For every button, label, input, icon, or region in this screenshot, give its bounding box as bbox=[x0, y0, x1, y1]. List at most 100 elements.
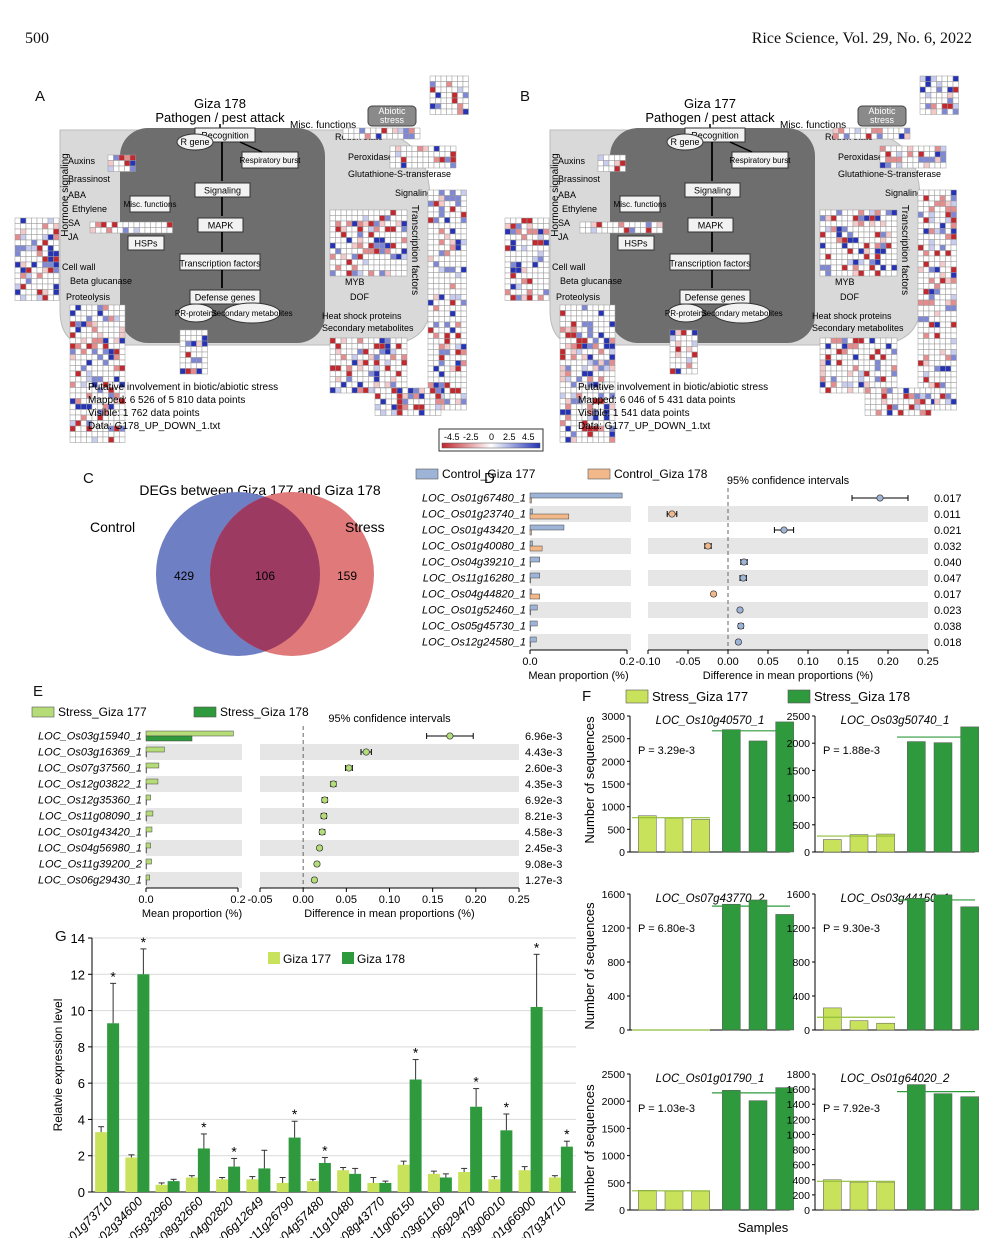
heatmap-cell bbox=[455, 255, 462, 262]
heatmap-cell bbox=[601, 227, 608, 234]
bar bbox=[722, 903, 741, 1031]
heatmap-cell bbox=[592, 332, 599, 339]
heatmap-cell bbox=[357, 237, 364, 244]
heatmap-cell bbox=[939, 261, 946, 268]
heatmap-cell bbox=[455, 195, 462, 202]
heatmap-cell bbox=[444, 321, 451, 328]
heatmap-cell bbox=[504, 294, 511, 301]
heatmap-cell bbox=[438, 310, 445, 317]
heatmap-cell bbox=[75, 359, 82, 366]
heatmap-cell bbox=[896, 162, 903, 169]
heatmap-cell bbox=[69, 359, 76, 366]
heatmap-cell bbox=[385, 404, 392, 411]
heatmap-cell bbox=[597, 154, 604, 161]
heatmap-cell bbox=[340, 337, 347, 344]
heatmap-cell bbox=[819, 343, 826, 350]
heatmap-cell bbox=[587, 321, 594, 328]
heatmap-cell bbox=[375, 127, 382, 134]
heatmap-cell bbox=[886, 398, 893, 405]
heatmap-cell bbox=[825, 337, 832, 344]
heatmap-cell bbox=[869, 264, 876, 271]
heatmap-cell bbox=[201, 362, 208, 369]
heatmap-cell bbox=[429, 81, 436, 88]
bar-Stress_Giza-177 bbox=[145, 842, 151, 849]
heatmap-cell bbox=[91, 332, 98, 339]
heatmap-cell bbox=[329, 387, 336, 394]
heatmap-hormone bbox=[504, 217, 550, 301]
heatmap-cell bbox=[825, 365, 832, 372]
heatmap-cell bbox=[25, 223, 32, 230]
heatmap-cell bbox=[113, 160, 120, 167]
heatmap-cell bbox=[108, 365, 115, 372]
heatmap-cell bbox=[504, 267, 511, 274]
legend-label-1: Stress_Giza 178 bbox=[814, 689, 910, 704]
heatmap-cell bbox=[384, 365, 391, 372]
info-line-0: Putative involvement in biotic/abiotic s… bbox=[578, 382, 768, 393]
heatmap-cell bbox=[936, 75, 943, 82]
right-label-9: DOF bbox=[350, 292, 370, 302]
heatmap-cell bbox=[179, 340, 186, 347]
y-tick-label: 0 bbox=[619, 847, 625, 859]
heatmap-cell bbox=[401, 237, 408, 244]
heatmap-cell bbox=[113, 154, 120, 161]
heatmap-cell bbox=[113, 165, 120, 172]
heatmap-cell bbox=[427, 316, 434, 323]
heatmap-cell bbox=[576, 326, 583, 333]
heatmap-cell bbox=[565, 359, 572, 366]
heatmap-cell bbox=[880, 270, 887, 277]
heatmap-cell bbox=[108, 359, 115, 366]
heatmap-cell bbox=[858, 387, 865, 394]
heatmap-cell bbox=[917, 189, 924, 196]
heatmap-cell bbox=[411, 162, 418, 169]
panel-letter-g: G bbox=[55, 928, 67, 945]
heatmap-cell bbox=[929, 151, 936, 158]
heatmap-cell bbox=[925, 398, 932, 405]
heatmap-cell bbox=[433, 151, 440, 158]
heatmap-cell bbox=[917, 365, 924, 372]
left-label-5: JA bbox=[68, 232, 79, 242]
hsps-box-label: HSPs bbox=[134, 239, 158, 249]
heatmap-cell bbox=[570, 436, 577, 443]
heatmap-cell bbox=[841, 343, 848, 350]
heatmap-cell bbox=[934, 332, 941, 339]
heatmap-cell bbox=[373, 259, 380, 266]
heatmap-cell bbox=[25, 250, 32, 257]
heatmap-cell bbox=[923, 250, 930, 257]
heatmap-tf bbox=[427, 189, 467, 411]
heatmap-cell bbox=[449, 393, 456, 400]
heatmap-cell bbox=[841, 264, 848, 271]
heatmap-cell bbox=[901, 151, 908, 158]
gene-title: LOC_Os03g44150_1 bbox=[841, 893, 950, 905]
heatmap-cell bbox=[102, 359, 109, 366]
y-tick-label: 2500 bbox=[602, 734, 626, 746]
abiotic-label-1: Abiotic bbox=[378, 106, 406, 116]
heatmap-cell bbox=[587, 304, 594, 311]
heatmap-cell bbox=[874, 253, 881, 260]
row-shade bbox=[648, 570, 928, 586]
heatmap-cell bbox=[885, 370, 892, 377]
heatmap-cell bbox=[395, 376, 402, 383]
heatmap-cell bbox=[914, 398, 921, 405]
heatmap-cell bbox=[526, 294, 533, 301]
heatmap-cell bbox=[869, 237, 876, 244]
heatmap-cell bbox=[598, 326, 605, 333]
diff-point bbox=[668, 510, 676, 518]
heatmap-cell bbox=[928, 272, 935, 279]
heatmap-cell bbox=[357, 253, 364, 260]
heatmap-cell bbox=[875, 398, 882, 405]
heatmap-cell bbox=[559, 414, 566, 421]
p-value: 0.021 bbox=[934, 525, 962, 537]
bar-Giza-177 bbox=[155, 1184, 168, 1192]
heatmap-cell bbox=[20, 289, 27, 296]
heatmap-cell bbox=[179, 329, 186, 336]
heatmap-cell bbox=[565, 381, 572, 388]
category-label: LOC_Os03g16369_1 bbox=[38, 747, 142, 759]
heatmap-cell bbox=[559, 398, 566, 405]
heatmap-cell bbox=[386, 133, 393, 140]
abiotic-label-1: Abiotic bbox=[868, 106, 896, 116]
heatmap-cell bbox=[917, 239, 924, 246]
heatmap-cell bbox=[874, 359, 881, 366]
heatmap-cell bbox=[460, 228, 467, 235]
